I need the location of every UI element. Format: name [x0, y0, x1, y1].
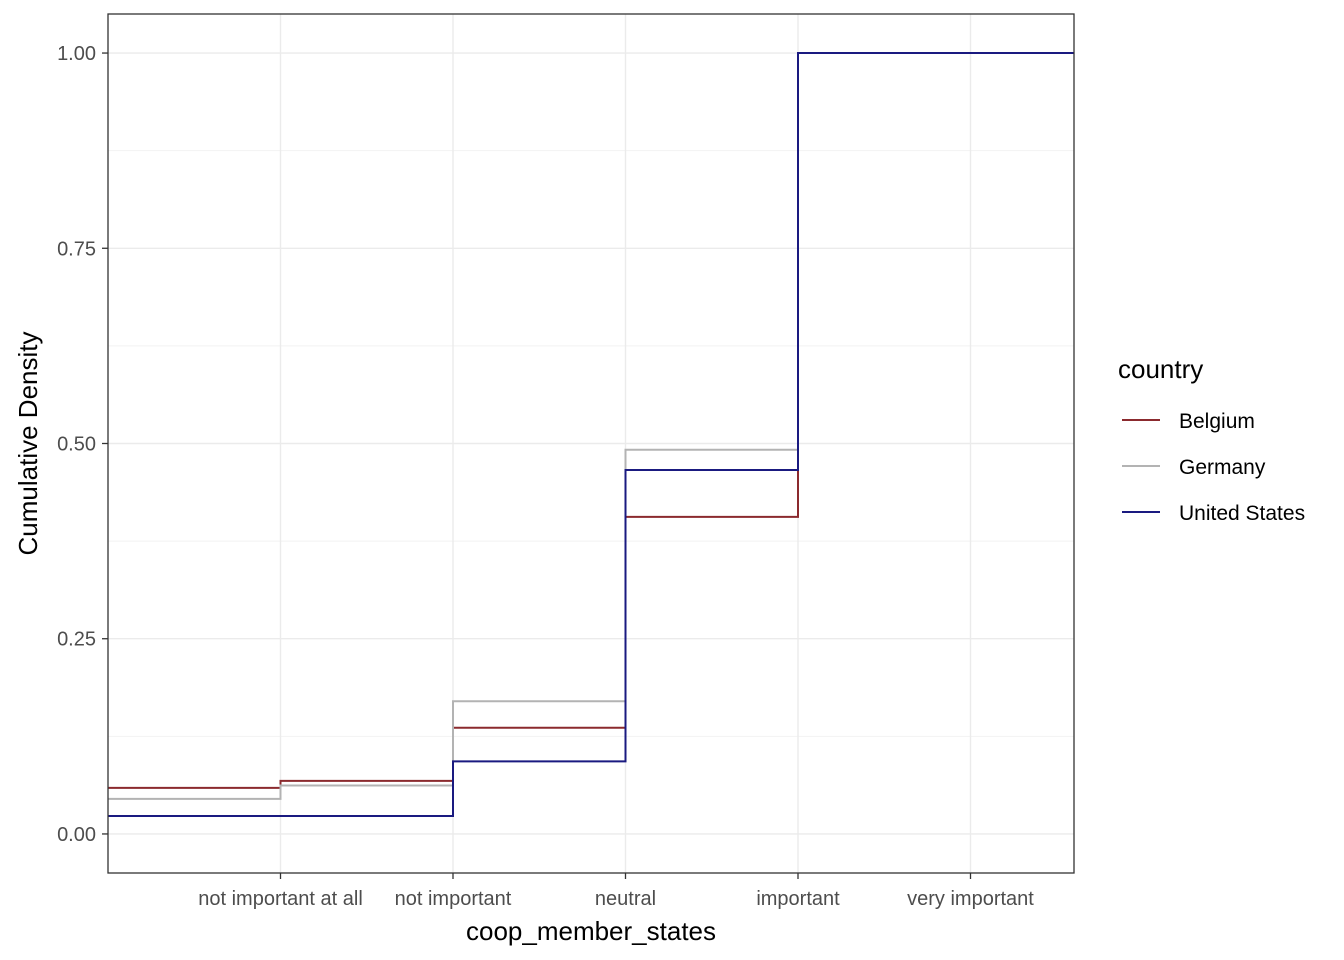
legend-label: United States — [1179, 502, 1305, 525]
grid — [108, 14, 1074, 873]
x-axis-title: coop_member_states — [466, 916, 716, 946]
x-tick-label: important — [756, 888, 840, 910]
x-tick-label: very important — [907, 888, 1034, 910]
y-tick-label: 0.75 — [57, 238, 96, 260]
y-axis: 0.00 0.25 0.50 0.75 1.00 — [57, 43, 108, 846]
series-line-united-states — [108, 52, 1074, 817]
legend: country Belgium Germany United States — [1118, 354, 1305, 525]
legend-label: Germany — [1179, 456, 1266, 479]
x-tick-label: neutral — [595, 888, 656, 910]
y-axis-title: Cumulative Density — [13, 332, 43, 556]
y-tick-label: 0.00 — [57, 824, 96, 846]
x-tick-label: not important — [395, 888, 512, 910]
y-tick-label: 0.50 — [57, 434, 96, 456]
y-tick-label: 1.00 — [57, 43, 96, 65]
series-layer — [108, 52, 1074, 817]
y-tick-label: 0.25 — [57, 629, 96, 651]
x-axis: not important at all not important neutral… — [198, 873, 1034, 910]
legend-title: country — [1118, 354, 1203, 384]
legend-label: Belgium — [1179, 410, 1255, 433]
x-tick-label: not important at all — [198, 888, 363, 910]
